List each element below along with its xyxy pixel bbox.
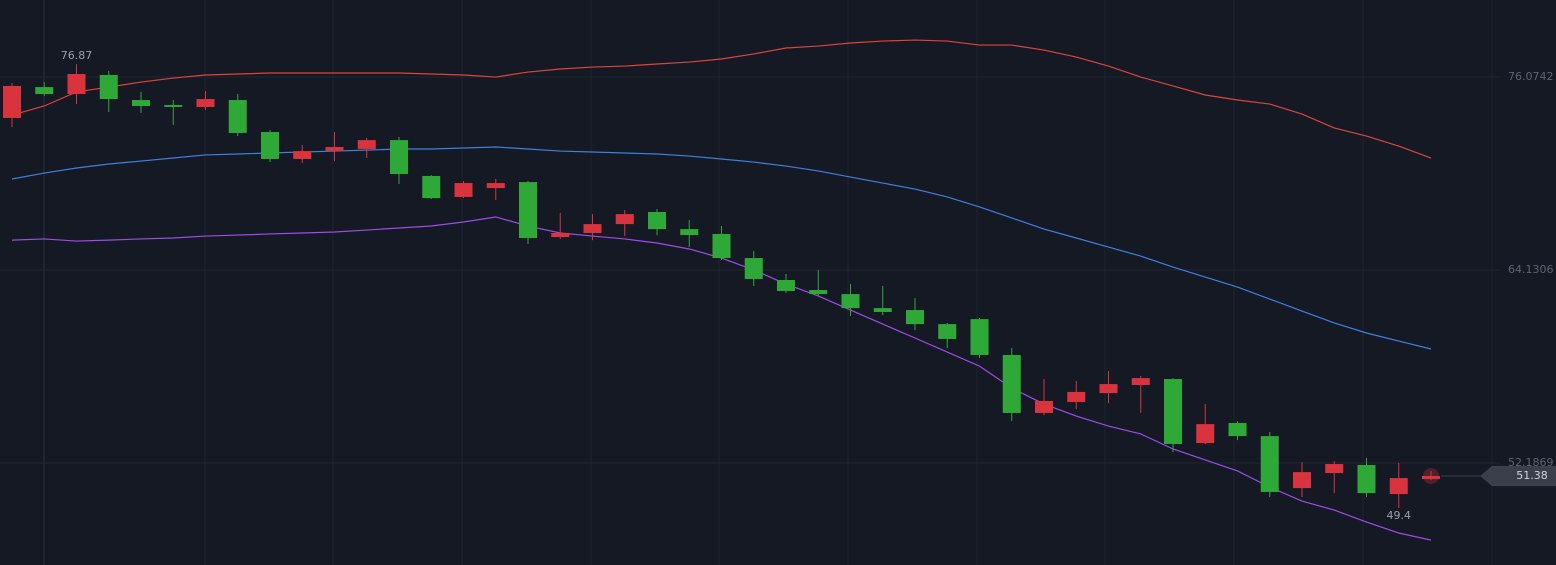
candle-body — [1293, 472, 1311, 489]
price-tag-label: 51.38 — [1516, 469, 1548, 482]
candle-body — [196, 99, 215, 107]
candle-body — [1131, 378, 1150, 386]
candle-body — [1422, 475, 1440, 480]
candle-body — [680, 229, 699, 236]
candle-body — [1325, 464, 1344, 474]
candle-body — [132, 100, 150, 106]
candle-body — [1357, 464, 1376, 494]
candle-body — [164, 105, 183, 107]
y-tick-label: 76.0742 — [1508, 70, 1554, 83]
y-tick-label: 64.1306 — [1508, 263, 1554, 276]
high-label: 76.87 — [61, 49, 93, 62]
candle-body — [1389, 478, 1408, 495]
candle-body — [228, 100, 247, 133]
candle-body — [519, 182, 537, 238]
price-tag — [1480, 465, 1556, 486]
candle-body — [1035, 401, 1053, 413]
candle-body — [35, 87, 54, 95]
candle-body — [970, 319, 989, 355]
candle-body — [809, 290, 828, 295]
candle-body — [1260, 436, 1279, 492]
band-line — [11, 39, 1432, 159]
candle-body — [551, 232, 570, 238]
candle-body — [293, 151, 312, 159]
candle-body — [1099, 384, 1118, 394]
candle-body — [712, 233, 731, 259]
current-glow — [1423, 467, 1439, 484]
candle-body — [841, 294, 860, 309]
candle-body — [454, 183, 473, 197]
candle-body — [1164, 379, 1182, 444]
y-tick-label: 52.1869 — [1508, 456, 1554, 469]
candle-body — [67, 73, 86, 95]
candle-body — [1002, 354, 1021, 413]
candle-body — [938, 324, 957, 339]
candle-body — [744, 258, 763, 280]
candle-body — [422, 175, 441, 199]
candle-body — [777, 279, 795, 291]
candle-body — [325, 147, 344, 152]
candle-body — [486, 183, 505, 189]
low-label: 49.4 — [1387, 509, 1412, 522]
candle-body — [1067, 391, 1086, 402]
candle-body — [99, 74, 118, 100]
band-line — [11, 146, 1432, 350]
candle-body — [3, 85, 21, 118]
candle-body — [583, 224, 602, 233]
candle-body — [390, 140, 408, 175]
candle-body — [906, 310, 924, 325]
candle-body — [1196, 424, 1215, 444]
candle-body — [873, 308, 892, 312]
candle-body — [615, 214, 634, 225]
candle-body — [261, 132, 279, 159]
candle-body — [357, 140, 376, 149]
candle-body — [1228, 422, 1247, 437]
candle-body — [648, 211, 666, 230]
